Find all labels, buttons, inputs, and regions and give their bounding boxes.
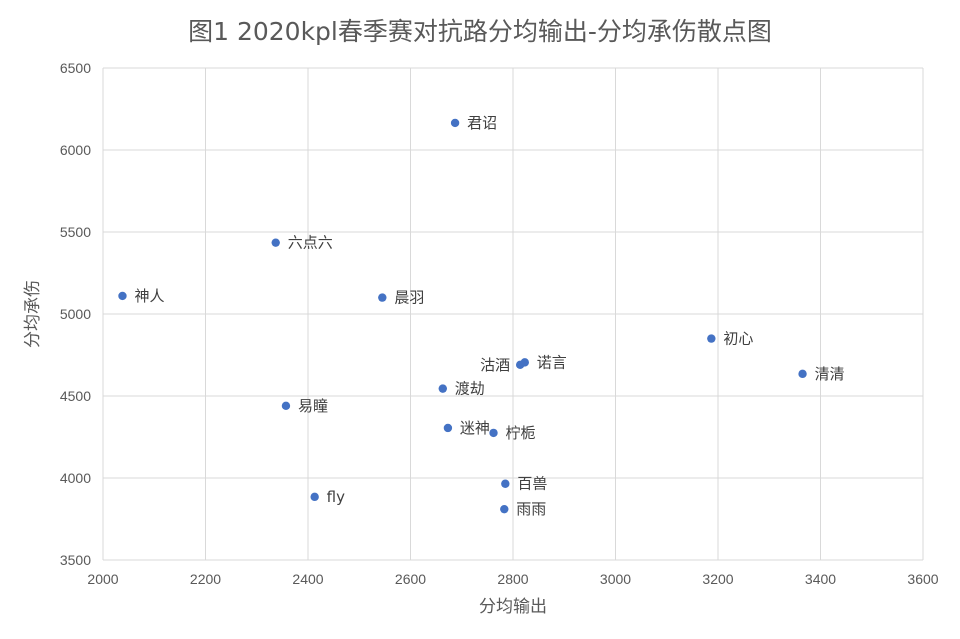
x-tick-label: 3000 [600, 571, 631, 587]
x-tick-label: 3400 [805, 571, 836, 587]
y-tick-label: 4500 [60, 388, 91, 404]
data-label: 雨雨 [516, 500, 546, 518]
data-label: 渡劫 [455, 380, 485, 398]
chart-title: 图1 2020kpl春季赛对抗路分均输出-分均承伤散点图 [188, 17, 772, 46]
data-point [281, 401, 291, 411]
data-point [443, 423, 453, 433]
data-label: 六点六 [288, 234, 333, 252]
x-axis-ticks: 2000 2200 2400 2600 2800 3000 3200 3400 3600 [87, 571, 938, 587]
data-label: fly [327, 488, 345, 506]
y-tick-label: 3500 [60, 552, 91, 568]
data-point [271, 238, 280, 247]
data-point [798, 369, 807, 379]
data-label: 沽酒 [480, 356, 510, 374]
data-label: 柠栀 [506, 424, 536, 442]
y-tick-label: 5500 [60, 224, 91, 240]
x-tick-label: 2800 [497, 571, 528, 587]
data-label: 易瞳 [298, 397, 328, 415]
x-tick-label: 2000 [87, 571, 118, 587]
x-tick-label: 2400 [292, 571, 323, 587]
data-label: 百兽 [517, 475, 547, 493]
y-axis-title: 分均承伤 [23, 280, 43, 348]
data-point [378, 293, 387, 302]
data-point [489, 428, 498, 438]
data-point [118, 291, 127, 301]
data-label: 君诏 [467, 114, 497, 132]
x-axis-title: 分均输出 [479, 597, 547, 617]
x-tick-label: 2600 [395, 571, 426, 587]
data-label: 清清 [815, 365, 845, 383]
data-point [450, 118, 460, 128]
x-tick-label: 3600 [907, 571, 938, 587]
data-point [438, 384, 447, 393]
y-tick-label: 6500 [60, 60, 91, 76]
y-axis-ticks: 3500 4000 4500 5000 5500 6000 6500 [60, 60, 91, 568]
y-tick-label: 6000 [60, 142, 91, 158]
x-tick-label: 2200 [190, 571, 221, 587]
y-tick-label: 4000 [60, 470, 91, 486]
data-label: 晨羽 [394, 289, 424, 307]
data-point [500, 504, 509, 514]
data-label: 初心 [723, 330, 753, 348]
data-point [501, 479, 510, 488]
data-label: 迷神 [460, 419, 490, 437]
data-point [707, 334, 716, 343]
grid [102, 67, 924, 561]
data-label: 神人 [134, 287, 164, 305]
data-label: 诺言 [537, 353, 567, 371]
data-point [310, 492, 319, 502]
x-tick-label: 3200 [702, 571, 733, 587]
y-tick-label: 5000 [60, 306, 91, 322]
data-point [515, 360, 525, 370]
